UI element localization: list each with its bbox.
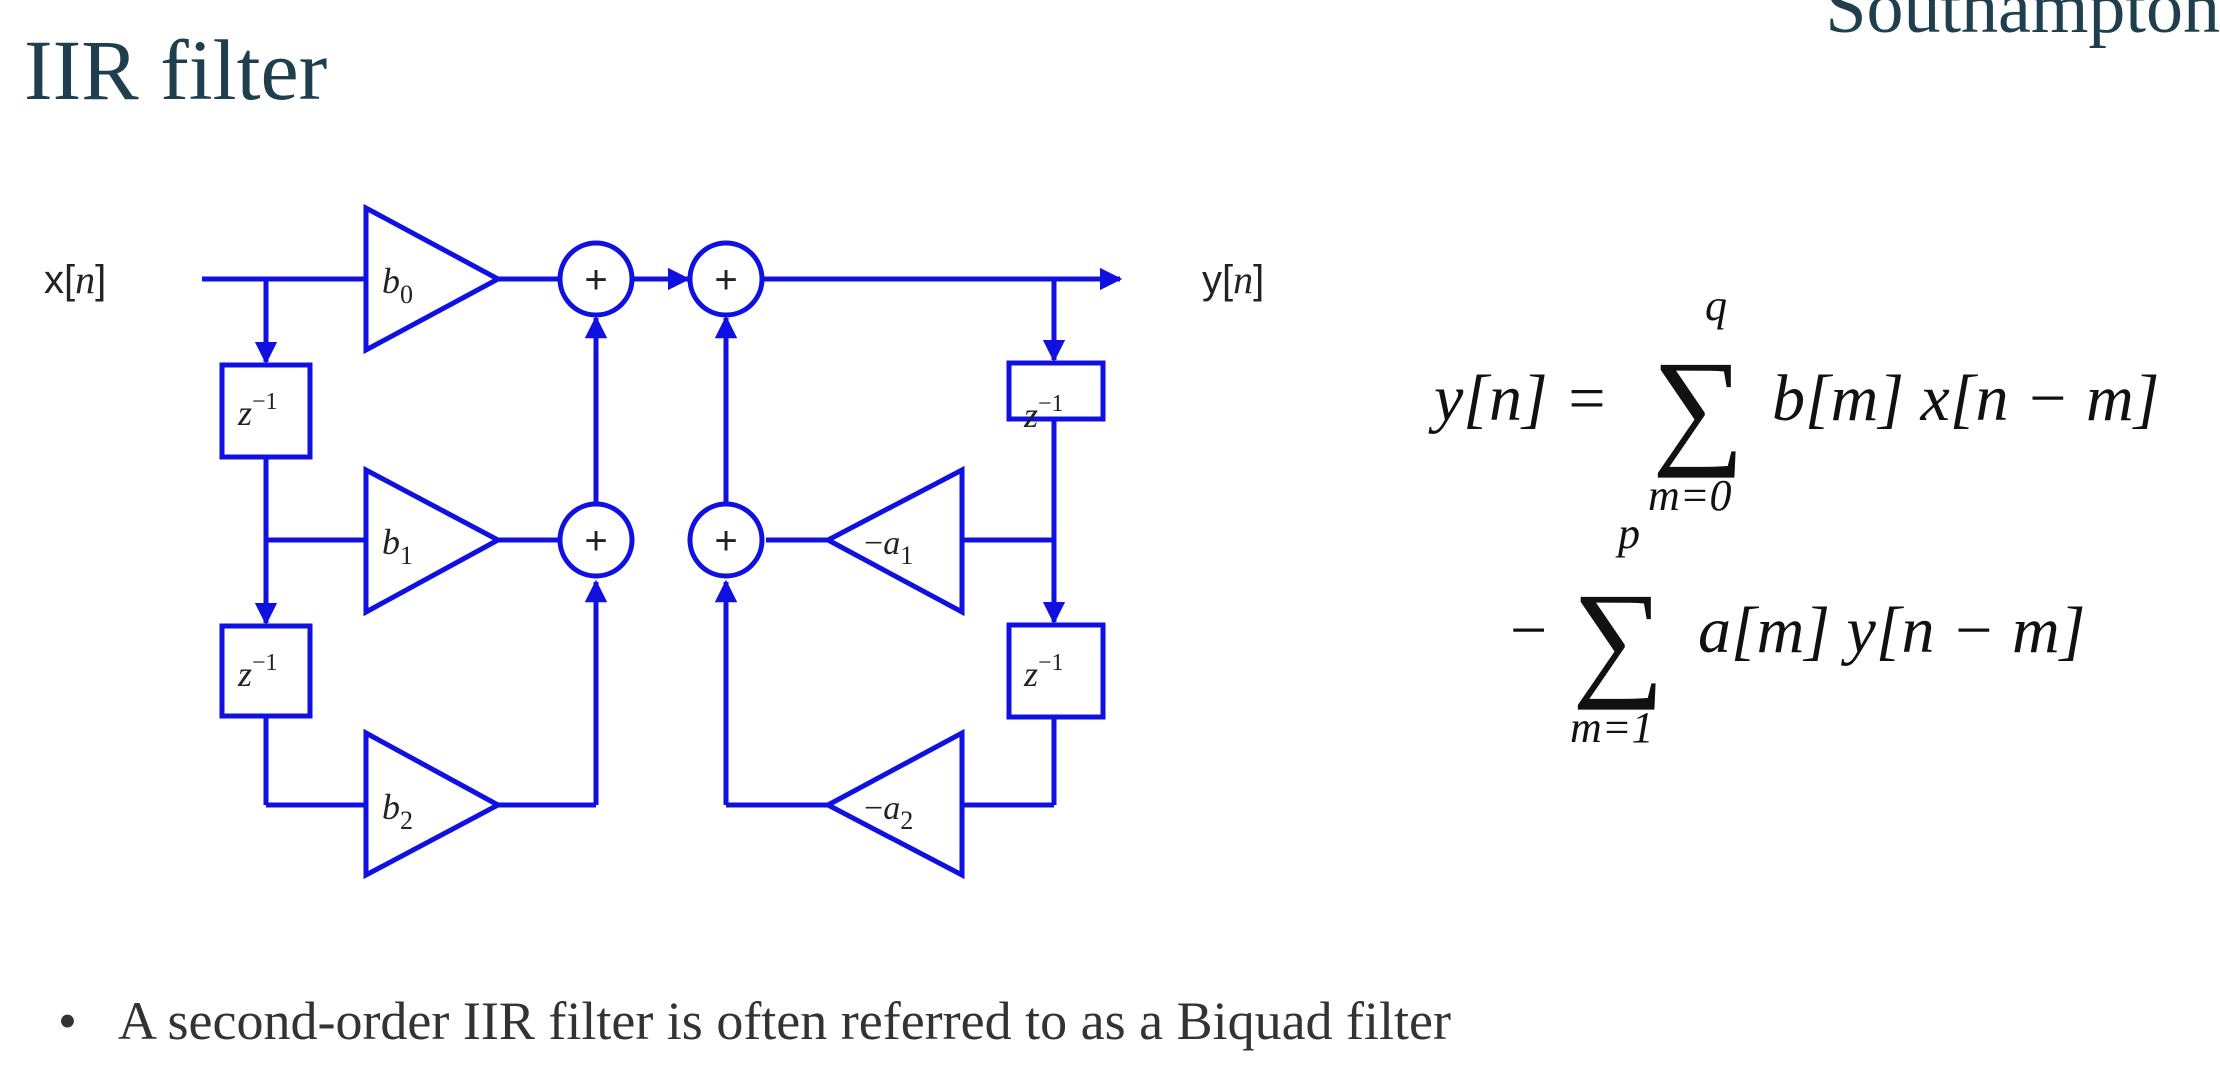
gain-b0-label: b0 bbox=[382, 261, 413, 309]
delay-box-left-2 bbox=[219, 623, 313, 719]
gain-a1-label: −a1 bbox=[864, 525, 913, 570]
adder-3-symbol: + bbox=[584, 519, 607, 563]
adder-1-symbol: + bbox=[584, 258, 607, 302]
signal-wires bbox=[202, 267, 1123, 808]
equation-term1: b[m] x[n − m] bbox=[1772, 362, 2159, 435]
sum1-sigma: ∑ bbox=[1652, 335, 1745, 479]
bullet-text: A second-order IIR filter is often refer… bbox=[118, 991, 1451, 1051]
delay-label-left-1: z−1 bbox=[237, 389, 278, 433]
delay-label-left-2: z−1 bbox=[237, 650, 278, 694]
adder-2-symbol: + bbox=[714, 258, 737, 302]
sum2-lower-limit: m=1 bbox=[1570, 703, 1653, 750]
gain-a2-label: −a2 bbox=[864, 790, 913, 835]
slide-title: IIR filter bbox=[24, 22, 328, 118]
adder-3 bbox=[557, 501, 635, 579]
gain-b2-label: b2 bbox=[382, 787, 413, 835]
adder-4-symbol: + bbox=[714, 519, 737, 563]
adder-2 bbox=[687, 240, 765, 318]
gain-b1-triangle bbox=[363, 465, 504, 617]
adder-1 bbox=[557, 240, 635, 318]
delay-label-right-1: z−1 bbox=[1023, 391, 1064, 435]
bullet-list: • A second-order IIR filter is often refe… bbox=[58, 990, 1451, 1052]
biquad-block-diagram: x[n] y[n] b0 b1 b2 −a1 −a2 z−1 z−1 z−1 z… bbox=[44, 203, 1264, 880]
sum2-upper-limit: p bbox=[1615, 509, 1640, 558]
equation-minus: − bbox=[1510, 594, 1547, 667]
university-logo: Southampton bbox=[1825, 0, 2220, 49]
input-label: x[n] bbox=[44, 257, 106, 302]
gain-a2-triangle bbox=[822, 728, 965, 880]
equation-term2: a[m] y[n − m] bbox=[1698, 594, 2085, 667]
sum1-upper-limit: q bbox=[1705, 281, 1727, 330]
delay-box-left-1-frame bbox=[219, 362, 313, 460]
adder-4 bbox=[687, 501, 765, 579]
output-label: y[n] bbox=[1202, 257, 1264, 302]
equation-lhs: y[n] = bbox=[1428, 362, 1609, 435]
gain-b2-triangle bbox=[363, 728, 504, 880]
gain-b0-triangle bbox=[363, 203, 504, 355]
delay-box-right-2 bbox=[1006, 622, 1106, 720]
sum1-lower-limit: m=0 bbox=[1648, 471, 1731, 520]
gain-b1-label: b1 bbox=[382, 522, 413, 570]
bullet-marker: • bbox=[58, 991, 77, 1051]
delay-label-right-2: z−1 bbox=[1023, 650, 1064, 694]
difference-equation: y[n] = q ∑ m=0 b[m] x[n − m] − p ∑ m=1 a… bbox=[1428, 281, 2159, 750]
sum2-sigma: ∑ bbox=[1572, 567, 1665, 711]
gain-a1-triangle bbox=[822, 465, 965, 617]
